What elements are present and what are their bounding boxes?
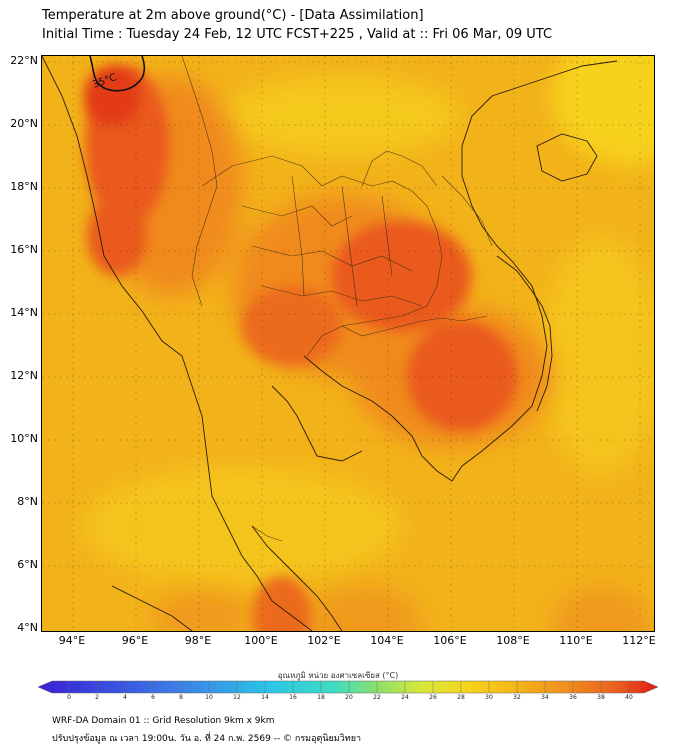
colorbar-tick-36: 36 (569, 694, 577, 701)
lon-label-102: 102°E (307, 634, 341, 647)
lat-label-18: 18°N (10, 180, 38, 193)
colorbar-tick-6: 6 (151, 694, 155, 701)
colorbar-gradient (38, 680, 658, 694)
colorbar-tick-10: 10 (205, 694, 213, 701)
colorbar-tick-24: 24 (401, 694, 409, 701)
colorbar-tick-12: 12 (233, 694, 241, 701)
colorbar-tick-2: 2 (95, 694, 99, 701)
colorbar-tick-8: 8 (179, 694, 183, 701)
footer-update-info: ปรับปรุงข้อมูล ณ เวลา 19:00น. วัน อ. ที่… (52, 734, 362, 744)
colorbar-tick-16: 16 (289, 694, 297, 701)
lat-label-16: 16°N (10, 243, 38, 256)
lon-label-106: 106°E (433, 634, 467, 647)
colorbar-tick-14: 14 (261, 694, 269, 701)
lon-label-100: 100°E (244, 634, 278, 647)
lon-label-94: 94°E (58, 634, 86, 647)
contour-35c (89, 56, 146, 92)
lon-label-96: 96°E (121, 634, 149, 647)
lat-label-4: 4°N (17, 621, 38, 634)
colorbar-ticks (68, 681, 630, 693)
lat-label-14: 14°N (10, 306, 38, 319)
colorbar-tick-20: 20 (345, 694, 353, 701)
lat-label-10: 10°N (10, 432, 38, 445)
colorbar-tick-38: 38 (597, 694, 605, 701)
colorbar-tick-4: 4 (123, 694, 127, 701)
lat-label-22: 22°N (10, 54, 38, 67)
chart-title: Temperature at 2m above ground(°C) - [Da… (42, 8, 424, 23)
graticule (42, 56, 654, 631)
lon-label-112: 112°E (622, 634, 656, 647)
colorbar-tick-32: 32 (513, 694, 521, 701)
colorbar-label: อุณหภูมิ หน่วย องศาเซลเซียส (°C) (277, 671, 399, 680)
colorbar-tick-34: 34 (541, 694, 549, 701)
lat-label-6: 6°N (17, 558, 38, 571)
colorbar-tick-28: 28 (457, 694, 465, 701)
lon-label-108: 108°E (496, 634, 530, 647)
very-hot-zones (84, 66, 140, 126)
lat-label-20: 20°N (10, 117, 38, 130)
footer-grid-info: WRF-DA Domain 01 :: Grid Resolution 9km … (52, 716, 275, 726)
colorbar-tick-22: 22 (373, 694, 381, 701)
temperature-map[interactable]: 35°C (41, 55, 655, 632)
lon-label-98: 98°E (184, 634, 212, 647)
cool-zones (82, 56, 654, 586)
lat-label-12: 12°N (10, 369, 38, 382)
colorbar-tick-40: 40 (625, 694, 633, 701)
colorbar-tick-0: 0 (67, 694, 71, 701)
lon-label-110: 110°E (559, 634, 593, 647)
lon-label-104: 104°E (370, 634, 404, 647)
coastlines (42, 56, 618, 631)
colorbar-tick-18: 18 (317, 694, 325, 701)
colorbar-tick-26: 26 (429, 694, 437, 701)
colorbar (38, 680, 658, 694)
chart-subtitle: Initial Time : Tuesday 24 Feb, 12 UTC FC… (42, 27, 553, 42)
lat-label-8: 8°N (17, 495, 38, 508)
borders (181, 56, 493, 542)
colorbar-tick-30: 30 (485, 694, 493, 701)
